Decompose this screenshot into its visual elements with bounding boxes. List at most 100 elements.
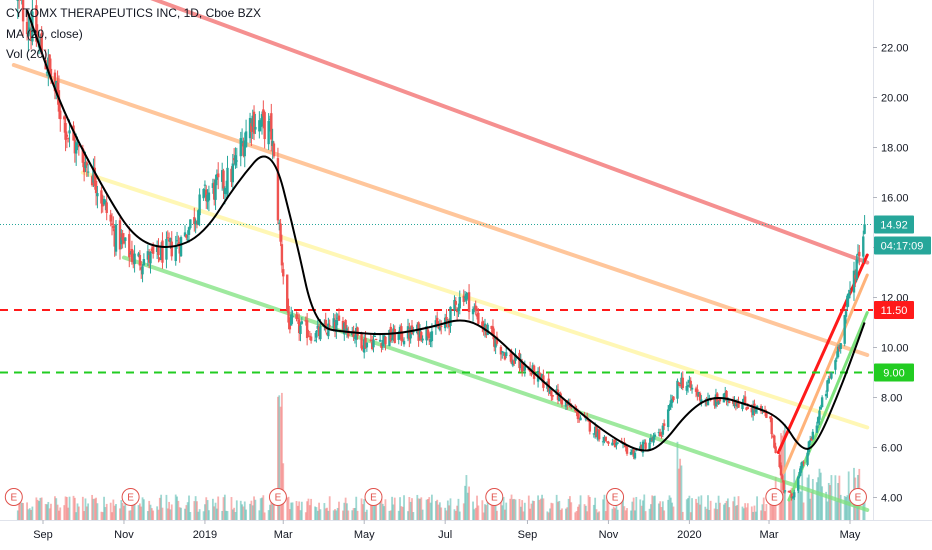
- candle-body: [370, 342, 374, 350]
- candle-body: [317, 326, 321, 337]
- volume-bar: [687, 498, 689, 520]
- candle-body: [728, 401, 731, 403]
- symbol-legend[interactable]: CYTOMX THERAPEUTICS INC, 1D, Cboe BZX: [6, 6, 261, 20]
- ma-legend[interactable]: MA (20, close): [6, 27, 83, 41]
- candle-body: [810, 438, 813, 441]
- candle-body: [408, 328, 411, 340]
- volume-bar: [519, 506, 522, 520]
- time-tick-label: Nov: [114, 529, 134, 541]
- candle-body: [462, 295, 465, 302]
- volume-bar: [825, 491, 828, 520]
- candle-body: [369, 339, 373, 342]
- candle-body: [122, 238, 126, 244]
- candle-body: [128, 234, 131, 258]
- volume-bar: [616, 509, 619, 520]
- candle-body: [206, 194, 209, 202]
- volume-bar: [537, 495, 539, 520]
- volume-bar: [226, 511, 229, 520]
- candle-body: [360, 332, 363, 349]
- volume-bar: [346, 503, 348, 520]
- volume-bar: [801, 468, 804, 520]
- volume-bar: [383, 506, 386, 520]
- volume-bar: [789, 498, 792, 520]
- candle-body: [165, 238, 168, 260]
- candle-body: [445, 316, 448, 321]
- volume-bar: [356, 510, 359, 520]
- candle-body: [475, 314, 479, 317]
- candle-body: [382, 335, 386, 343]
- candle-body: [56, 82, 59, 95]
- volume-bar: [389, 510, 392, 520]
- volume-bar: [259, 498, 262, 520]
- candle-body: [93, 167, 96, 186]
- volume-bar: [421, 509, 424, 520]
- earnings-label: E: [855, 493, 862, 504]
- earnings-marker: [765, 488, 784, 506]
- volume-bar: [490, 498, 493, 520]
- candle-body: [151, 246, 155, 254]
- candle-body: [611, 442, 614, 446]
- volume-bar: [717, 495, 720, 520]
- candle-body: [40, 33, 43, 55]
- volume-bar: [449, 498, 452, 520]
- volume-bar: [598, 511, 601, 520]
- candle-body: [353, 337, 357, 339]
- candle-body: [538, 372, 541, 374]
- candle-body: [299, 325, 302, 334]
- volume-bar: [112, 499, 115, 520]
- volume-bar: [221, 510, 224, 520]
- time-axis[interactable]: Sep Nov 2019 Mar May Jul Sep Nov 2020 Mar May: [33, 520, 861, 541]
- candle-body: [651, 440, 654, 442]
- volume-bar: [659, 501, 662, 520]
- candle-body: [150, 248, 154, 251]
- volume-bar: [168, 501, 170, 520]
- volume-bar: [700, 495, 703, 520]
- volume-bar: [839, 494, 842, 520]
- candle-body: [130, 248, 134, 262]
- candle-body: [512, 360, 516, 364]
- volume-bar: [588, 496, 591, 520]
- volume-bar: [361, 504, 364, 520]
- volume-bar: [773, 498, 776, 520]
- candle-body: [63, 116, 66, 120]
- volume-bar: [186, 502, 189, 520]
- candle-body: [806, 452, 809, 465]
- candle-body: [737, 401, 740, 408]
- volume-bar: [142, 499, 145, 520]
- candle-body: [167, 239, 171, 242]
- candle-body: [588, 420, 592, 432]
- volume-bar: [676, 441, 679, 520]
- volume-bar: [263, 512, 266, 520]
- volume-bar: [607, 502, 610, 520]
- volume-bar: [273, 496, 275, 520]
- volume-bar: [434, 501, 437, 520]
- volume-bar: [639, 499, 642, 520]
- candle-body: [158, 257, 162, 260]
- candle-body: [846, 295, 849, 308]
- candle-body: [234, 155, 237, 166]
- volume-bar: [68, 496, 71, 520]
- volume-bar: [111, 512, 113, 520]
- candle-body: [523, 366, 527, 371]
- candle-body: [579, 417, 582, 421]
- candle-body: [509, 355, 512, 357]
- candle-body: [86, 171, 90, 173]
- volume-bar: [286, 497, 289, 520]
- volume-bar: [392, 504, 395, 520]
- candle-body: [262, 109, 265, 117]
- volume-bar: [241, 504, 243, 520]
- volume-bar: [245, 509, 247, 520]
- candle-body: [474, 305, 477, 311]
- volume-bar: [650, 504, 652, 520]
- volume-legend[interactable]: Vol (20): [6, 47, 48, 61]
- candle-body: [364, 337, 367, 349]
- candle-body: [830, 372, 833, 379]
- candle-body: [77, 144, 81, 147]
- candle-body: [45, 72, 49, 74]
- volume-bar: [397, 510, 400, 520]
- candle-body: [82, 162, 86, 173]
- volume-bar: [290, 502, 293, 520]
- candle-body: [104, 200, 107, 205]
- candle-body: [197, 210, 200, 225]
